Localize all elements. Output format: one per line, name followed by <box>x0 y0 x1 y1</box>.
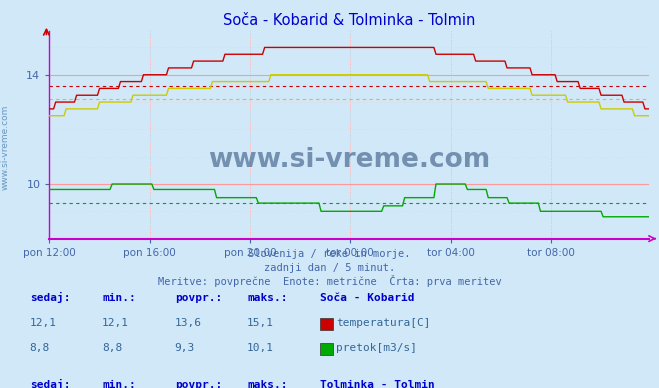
Text: temperatura[C]: temperatura[C] <box>336 318 430 328</box>
Text: min.:: min.: <box>102 380 136 388</box>
Text: Meritve: povprečne  Enote: metrične  Črta: prva meritev: Meritve: povprečne Enote: metrične Črta:… <box>158 275 501 287</box>
Text: Slovenija / reke in morje.: Slovenija / reke in morje. <box>248 249 411 259</box>
Text: 9,3: 9,3 <box>175 343 195 353</box>
Text: 13,6: 13,6 <box>175 318 202 328</box>
Text: sedaj:: sedaj: <box>30 292 70 303</box>
Text: zadnji dan / 5 minut.: zadnji dan / 5 minut. <box>264 263 395 273</box>
Text: 10,1: 10,1 <box>247 343 274 353</box>
Text: 12,1: 12,1 <box>102 318 129 328</box>
Text: www.si-vreme.com: www.si-vreme.com <box>208 147 490 173</box>
Text: maks.:: maks.: <box>247 293 287 303</box>
Text: min.:: min.: <box>102 293 136 303</box>
Text: 8,8: 8,8 <box>30 343 50 353</box>
Text: Tolminka - Tolmin: Tolminka - Tolmin <box>320 380 434 388</box>
Text: maks.:: maks.: <box>247 380 287 388</box>
Text: povpr.:: povpr.: <box>175 380 222 388</box>
Text: 8,8: 8,8 <box>102 343 123 353</box>
Title: Soča - Kobarid & Tolminka - Tolmin: Soča - Kobarid & Tolminka - Tolmin <box>223 14 475 28</box>
Text: 12,1: 12,1 <box>30 318 57 328</box>
Text: pretok[m3/s]: pretok[m3/s] <box>336 343 417 353</box>
Text: Soča - Kobarid: Soča - Kobarid <box>320 293 414 303</box>
Text: sedaj:: sedaj: <box>30 379 70 388</box>
Text: www.si-vreme.com: www.si-vreme.com <box>1 105 10 190</box>
Text: povpr.:: povpr.: <box>175 293 222 303</box>
Text: 15,1: 15,1 <box>247 318 274 328</box>
